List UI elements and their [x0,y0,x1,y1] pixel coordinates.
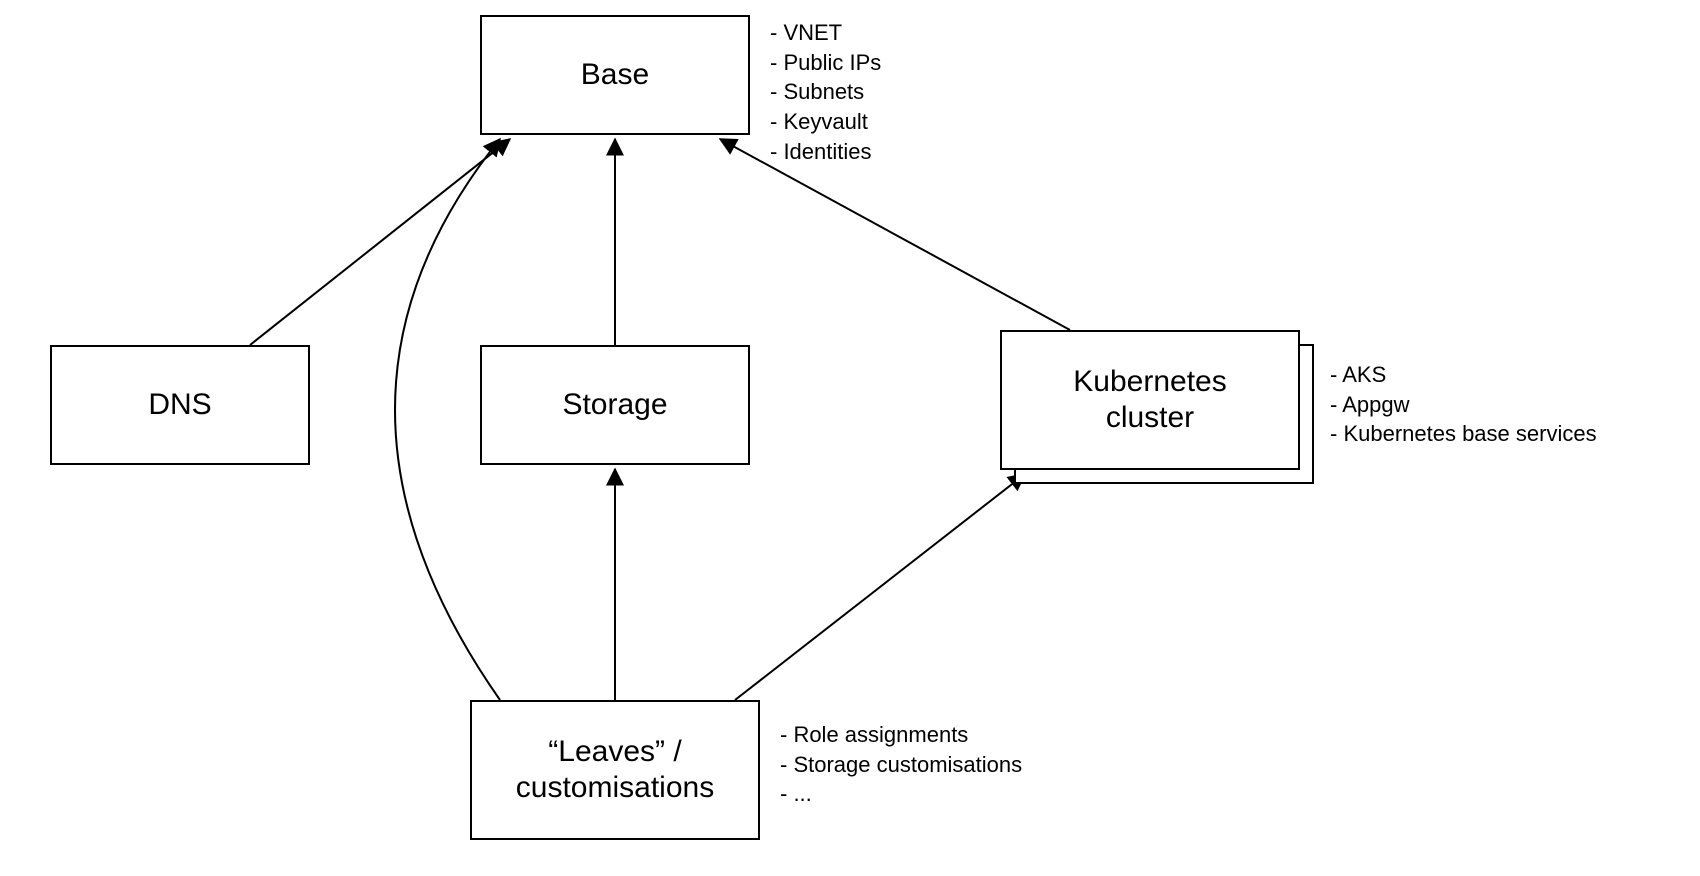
node-base: Base [480,15,750,135]
annotation-item: - Keyvault [770,107,881,137]
annotation-item: - Subnets [770,77,881,107]
annotation-item: - AKS [1330,360,1597,390]
annotation-base: - VNET- Public IPs- Subnets- Keyvault- I… [770,18,881,166]
edge-k8s-to-base [720,139,1070,330]
node-storage: Storage [480,345,750,465]
annotation-item: - Storage customisations [780,750,1022,780]
node-dns-label: DNS [140,383,219,427]
annotation-item: - Role assignments [780,720,1022,750]
node-base-label: Base [573,53,657,97]
annotation-item: - ... [780,779,1022,809]
annotation-item: - Public IPs [770,48,881,78]
node-k8s: Kubernetescluster [1000,330,1300,470]
node-k8s-label: Kubernetescluster [1065,360,1234,440]
annotation-leaves: - Role assignments- Storage customisatio… [780,720,1022,809]
node-leaves-label: “Leaves” /customisations [508,730,722,810]
edge-leaves-to-k8s [735,474,1025,700]
annotation-item: - VNET [770,18,881,48]
annotation-item: - Identities [770,137,881,167]
node-storage-label: Storage [554,383,675,427]
annotation-item: - Kubernetes base services [1330,419,1597,449]
node-leaves: “Leaves” /customisations [470,700,760,840]
diagram-canvas: Base DNS Storage Kubernetescluster “Leav… [0,0,1700,876]
edge-dns-to-base [250,139,510,345]
node-dns: DNS [50,345,310,465]
annotation-item: - Appgw [1330,390,1597,420]
annotation-k8s: - AKS- Appgw- Kubernetes base services [1330,360,1597,449]
